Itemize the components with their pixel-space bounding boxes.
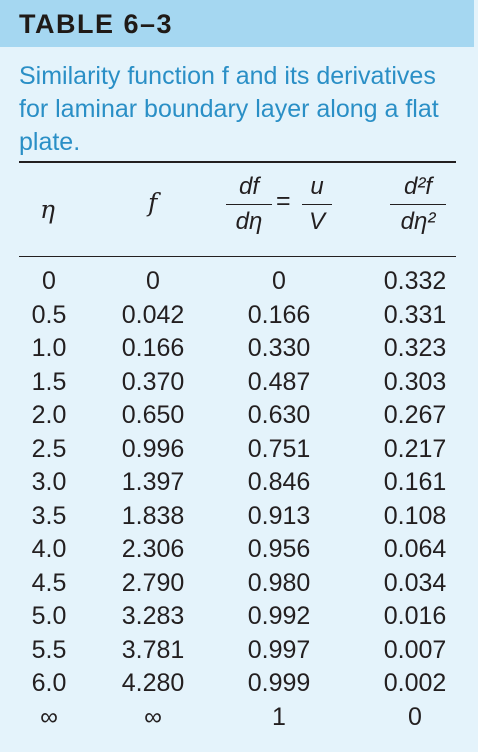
cell-f: 0.166 xyxy=(121,334,185,362)
table-row: 2.5 0.996 0.751 0.217 xyxy=(0,435,478,469)
cell-d2f-deta2: 0.332 xyxy=(383,267,447,295)
cell-eta: 3.5 xyxy=(31,501,67,530)
header-d2f-denominator: dη² xyxy=(400,208,436,235)
cell-df-deta: 0.999 xyxy=(247,669,311,697)
cell-f: 0.042 xyxy=(121,300,185,329)
cell-df-deta: 0 xyxy=(272,267,286,295)
cell-d2f-deta2: 0.064 xyxy=(383,535,447,563)
cell-df-deta: 0.997 xyxy=(247,635,311,664)
table-label: TABLE 6–3 xyxy=(19,9,174,39)
table-row: 4.0 2.306 0.956 0.064 xyxy=(0,535,478,569)
header-u-denominator: V xyxy=(308,208,325,235)
cell-eta: 1.5 xyxy=(31,367,67,396)
cell-f: 0.370 xyxy=(121,367,185,396)
table-row: 5.0 3.283 0.992 0.016 xyxy=(0,602,478,636)
header-equals: = xyxy=(276,187,291,215)
cell-eta: 2.5 xyxy=(31,434,67,463)
table-row: 1.5 0.370 0.487 0.303 xyxy=(0,368,478,402)
header-f: f xyxy=(148,188,158,217)
cell-eta: 5.5 xyxy=(31,635,67,664)
cell-d2f-deta2: 0.108 xyxy=(383,501,447,530)
table-header-bar: TABLE 6–3 xyxy=(0,0,474,47)
header-df-denominator: dη xyxy=(235,208,263,235)
cell-f: 0 xyxy=(146,267,160,295)
cell-df-deta: 0.166 xyxy=(247,300,311,329)
table-row: 4.5 2.790 0.980 0.034 xyxy=(0,569,478,603)
table-row: 3.5 1.838 0.913 0.108 xyxy=(0,502,478,536)
cell-df-deta: 0.330 xyxy=(247,334,311,362)
cell-df-deta: 0.980 xyxy=(247,568,311,597)
cell-df-deta: 0.992 xyxy=(247,602,311,630)
cell-eta: 0.5 xyxy=(31,300,67,329)
table-caption: Similarity function f and its derivative… xyxy=(19,62,439,156)
cell-d2f-deta2: 0.267 xyxy=(383,401,447,429)
header-rule xyxy=(19,256,456,257)
cell-df-deta: 0.846 xyxy=(247,468,311,496)
cell-eta: 1.0 xyxy=(31,334,67,362)
cell-df-deta: 0.956 xyxy=(247,535,311,563)
cell-f: 2.306 xyxy=(121,535,185,563)
cell-eta: 0 xyxy=(42,267,56,295)
cell-eta: 6.0 xyxy=(31,669,67,697)
header-u-numerator: u xyxy=(310,173,324,200)
cell-eta: 4.5 xyxy=(31,568,67,597)
header-df-fraction: df dη xyxy=(226,172,272,237)
cell-f: 0.996 xyxy=(121,434,185,463)
cell-eta: 3.0 xyxy=(31,468,67,496)
header-u-fraction: u V xyxy=(302,172,332,237)
cell-d2f-deta2: 0.002 xyxy=(383,669,447,697)
header-d2f-numerator: d²f xyxy=(403,173,432,200)
cell-d2f-deta2: 0.161 xyxy=(383,468,447,496)
cell-df-deta: 0.487 xyxy=(247,367,311,396)
table-row: 3.0 1.397 0.846 0.161 xyxy=(0,468,478,502)
top-rule xyxy=(19,161,456,163)
table-row: 5.5 3.781 0.997 0.007 xyxy=(0,636,478,670)
table-row: 0.5 0.042 0.166 0.331 xyxy=(0,301,478,335)
header-u-bar xyxy=(302,204,332,205)
cell-f: 3.283 xyxy=(121,602,185,630)
cell-d2f-deta2: 0.016 xyxy=(383,602,447,630)
cell-eta: 5.0 xyxy=(31,602,67,630)
header-df-bar xyxy=(226,204,272,205)
header-df-numerator: df xyxy=(238,173,259,200)
cell-d2f-deta2: 0 xyxy=(408,702,422,731)
header-d2f-fraction: d²f dη² xyxy=(390,172,446,237)
cell-eta: ∞ xyxy=(40,702,58,731)
cell-f: 4.280 xyxy=(121,669,185,697)
cell-f: ∞ xyxy=(144,702,162,731)
cell-d2f-deta2: 0.217 xyxy=(383,434,447,463)
table-row: 0 0 0 0.332 xyxy=(0,267,478,301)
cell-eta: 4.0 xyxy=(31,535,67,563)
cell-d2f-deta2: 0.331 xyxy=(383,300,447,329)
table-body: 0 0 0 0.332 0.5 0.042 0.166 0.331 1.0 0.166 0.330 0… xyxy=(0,267,478,736)
cell-df-deta: 1 xyxy=(272,702,286,731)
cell-f: 1.838 xyxy=(121,501,185,530)
cell-f: 3.781 xyxy=(121,635,185,664)
cell-d2f-deta2: 0.303 xyxy=(383,367,447,396)
cell-f: 2.790 xyxy=(121,568,185,597)
cell-f: 0.650 xyxy=(121,401,185,429)
cell-d2f-deta2: 0.007 xyxy=(383,635,447,664)
cell-df-deta: 0.913 xyxy=(247,501,311,530)
cell-d2f-deta2: 0.323 xyxy=(383,334,447,362)
cell-d2f-deta2: 0.034 xyxy=(383,568,447,597)
header-d2f-bar xyxy=(390,204,446,205)
header-eta: η xyxy=(40,195,55,224)
table-row: 6.0 4.280 0.999 0.002 xyxy=(0,669,478,703)
table-row: ∞ ∞ 1 0 xyxy=(0,703,478,737)
cell-df-deta: 0.751 xyxy=(247,434,311,463)
table-row: 2.0 0.650 0.630 0.267 xyxy=(0,401,478,435)
cell-df-deta: 0.630 xyxy=(247,401,311,429)
cell-eta: 2.0 xyxy=(31,401,67,429)
table-row: 1.0 0.166 0.330 0.323 xyxy=(0,334,478,368)
cell-f: 1.397 xyxy=(121,468,185,496)
